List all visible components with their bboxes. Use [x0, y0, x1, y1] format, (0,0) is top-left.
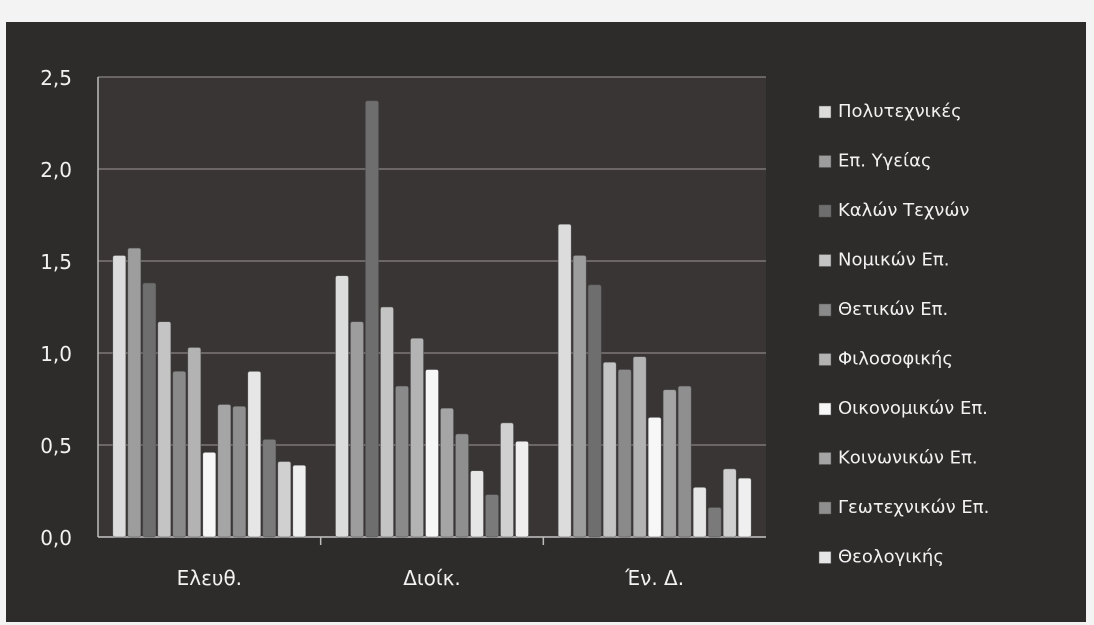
bar [692, 487, 707, 538]
bar [217, 404, 232, 538]
legend-label: Επ. Υγείας [838, 151, 932, 172]
bar [662, 389, 677, 538]
y-tick-label: 2,5 [40, 66, 72, 90]
bar [647, 417, 662, 538]
bar [515, 441, 529, 538]
x-tick-label: Έν. Δ. [624, 566, 684, 590]
bar [350, 321, 364, 538]
bar [202, 452, 217, 538]
bar [232, 406, 247, 538]
bar [292, 464, 307, 538]
y-tick-label: 1,5 [40, 250, 72, 274]
bar [247, 371, 262, 538]
bar [707, 507, 722, 538]
bar [187, 347, 202, 538]
bar [617, 369, 632, 538]
bar [587, 284, 602, 538]
legend-swatch [818, 204, 832, 218]
bar [172, 371, 187, 538]
legend-swatch [818, 155, 832, 168]
bar [277, 461, 292, 538]
legend-label: Καλών Τεχνών [838, 200, 969, 221]
legend-swatch [818, 105, 832, 119]
legend-swatch [818, 452, 832, 465]
bar [632, 356, 647, 538]
bar [722, 468, 737, 538]
legend-label: Γεωτεχνικών Επ. [838, 497, 989, 518]
legend-swatch [818, 353, 832, 366]
bar [262, 439, 277, 538]
legend-label: Οικονομικών Επ. [838, 398, 988, 419]
legend-label: Θετικών Επ. [838, 299, 948, 320]
legend-swatch [818, 501, 832, 515]
bar [365, 100, 379, 538]
bar [335, 275, 349, 538]
bar [395, 385, 409, 538]
bar [602, 361, 617, 538]
bar [572, 255, 587, 538]
bar [157, 321, 172, 538]
bar-chart: 0,0 0,5 1,0 1,5 2,0 2,5 Ελευθ. Διοίκ. Έν. Δ. Πολ… [40, 66, 989, 590]
y-tick-label: 1,0 [40, 342, 72, 366]
legend-label: Νομικών Επ. [838, 250, 949, 271]
legend-label: Κοινωνικών Επ. [838, 448, 978, 469]
legend-label: Φιλοσοφικής [838, 349, 953, 370]
chart-frame: 0,0 0,5 1,0 1,5 2,0 2,5 Ελευθ. Διοίκ. Έν. Δ. Πολ… [6, 22, 1086, 622]
legend-swatch [818, 402, 832, 416]
bar [380, 306, 394, 538]
bar [455, 433, 469, 538]
bar [112, 255, 127, 538]
bars-layer [112, 100, 752, 538]
legend-swatch [818, 551, 832, 564]
x-tick-label: Διοίκ. [403, 566, 461, 590]
legend-swatch [818, 254, 832, 267]
bar [557, 223, 572, 538]
legend-label: Πολυτεχνικές [838, 101, 962, 122]
legend: Πολυτεχνικές Επ. Υγείας Καλών Τεχνών Νομικώ… [818, 101, 989, 568]
x-tick-label: Ελευθ. [177, 566, 242, 590]
y-tick-label: 2,0 [40, 158, 72, 182]
bar [425, 369, 439, 538]
y-tick-label: 0,0 [40, 526, 72, 550]
legend-label: Θεολογικής [838, 547, 944, 568]
y-tick-label: 0,5 [40, 434, 72, 458]
legend-swatch [818, 303, 832, 317]
bar [470, 470, 484, 538]
bar [485, 494, 499, 538]
bar [127, 247, 142, 538]
bar [677, 385, 692, 538]
bar [440, 407, 454, 538]
bar [500, 422, 514, 538]
bar [410, 338, 424, 538]
bar [142, 282, 157, 538]
bar [737, 477, 752, 538]
